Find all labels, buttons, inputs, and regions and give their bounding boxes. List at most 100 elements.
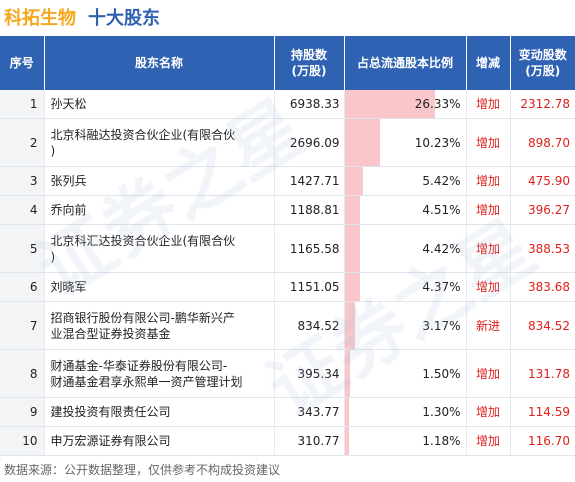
table-row: 4 乔向前 1188.81 4.51% 增加 396.27 (0, 195, 575, 225)
table-row: 2 北京科融达投资合伙企业(有限合伙 ) 2696.09 10.23% 增加 898.70 (0, 118, 575, 167)
row-index: 7 (0, 301, 45, 350)
row-index: 2 (0, 118, 45, 167)
page-subtitle: 十大股东 (88, 8, 160, 29)
change-type: 增加 (466, 397, 511, 427)
ratio-text: 1.18% (422, 434, 461, 448)
change-amount: 131.78 (510, 349, 575, 398)
holding-amount: 1151.05 (274, 272, 345, 302)
shareholder-name: 建投投资有限责任公司 (44, 397, 275, 427)
row-index: 4 (0, 195, 45, 225)
table-row: 6 刘晓军 1151.05 4.37% 增加 383.68 (0, 272, 575, 302)
change-type: 新进 (466, 301, 511, 350)
table-row: 7 招商银行股份有限公司-鹏华新兴产 业混合型证券投资基金 834.52 3.17% 新… (0, 301, 575, 350)
shareholder-name: 刘晓军 (44, 272, 275, 302)
row-index: 10 (0, 426, 45, 456)
ratio-text: 4.42% (422, 241, 461, 256)
ratio-text: 5.42% (422, 174, 461, 188)
ratio-bar (344, 119, 380, 166)
row-index: 3 (0, 166, 45, 196)
change-type: 增加 (466, 349, 511, 398)
shareholder-name: 北京科融达投资合伙企业(有限合伙 ) (44, 118, 275, 167)
ratio-text: 10.23% (414, 135, 461, 150)
row-index: 6 (0, 272, 45, 302)
change-amount: 475.90 (510, 166, 575, 196)
ratio-bar (344, 90, 436, 118)
row-index: 9 (0, 397, 45, 427)
col-change-header: 增减 (466, 36, 511, 90)
table-body: 1 孙天松 6938.33 26.33% 增加 2312.78 2 北京科融达投资合伙企业(有… (0, 90, 575, 456)
change-amount: 898.70 (510, 118, 575, 167)
company-name: 科拓生物 (4, 8, 76, 29)
ratio-bar (344, 273, 360, 301)
ratio-cell: 5.42% (344, 166, 467, 196)
row-index: 1 (0, 90, 45, 119)
ratio-bar (344, 167, 364, 195)
shareholder-name: 招商银行股份有限公司-鹏华新兴产 业混合型证券投资基金 (44, 301, 275, 350)
holding-amount: 834.52 (274, 301, 345, 350)
ratio-cell: 4.51% (344, 195, 467, 225)
shareholder-name: 北京科汇达投资合伙企业(有限合伙 ) (44, 224, 275, 273)
table-row: 9 建投投资有限责任公司 343.77 1.30% 增加 114.59 (0, 397, 575, 427)
shareholder-name: 孙天松 (44, 90, 275, 119)
ratio-cell: 1.30% (344, 397, 467, 427)
table-row: 1 孙天松 6938.33 26.33% 增加 2312.78 (0, 90, 575, 119)
row-index: 8 (0, 349, 45, 398)
col-index-header: 序号 (0, 36, 45, 90)
ratio-bar (344, 225, 360, 272)
ratio-cell: 26.33% (344, 90, 467, 119)
change-amount: 114.59 (510, 397, 575, 427)
ratio-cell: 10.23% (344, 118, 467, 167)
table-header-row: 序号 股东名称 持股数 (万股) 占总流通股本比例 增减 变动股数 (万股) (0, 36, 575, 90)
table-row: 3 张列兵 1427.71 5.42% 增加 475.90 (0, 166, 575, 196)
change-type: 增加 (466, 166, 511, 196)
change-type: 增加 (466, 272, 511, 302)
change-amount: 396.27 (510, 195, 575, 225)
ratio-cell: 1.50% (344, 349, 467, 398)
shareholder-name: 张列兵 (44, 166, 275, 196)
row-index: 5 (0, 224, 45, 273)
holding-amount: 343.77 (274, 397, 345, 427)
table-row: 5 北京科汇达投资合伙企业(有限合伙 ) 1165.58 4.42% 增加 388.53 (0, 224, 575, 273)
change-amount: 116.70 (510, 426, 575, 456)
ratio-cell: 4.37% (344, 272, 467, 302)
col-change-value-header: 变动股数 (万股) (510, 36, 575, 90)
data-source-note: 数据来源：公开数据整理，仅供参考不构成投资建议 (4, 463, 281, 477)
ratio-text: 4.37% (422, 280, 461, 294)
change-type: 增加 (466, 118, 511, 167)
ratio-text: 1.30% (422, 405, 461, 419)
ratio-bar (344, 302, 356, 349)
ratio-bar (344, 427, 349, 455)
change-amount: 834.52 (510, 301, 575, 350)
change-amount: 388.53 (510, 224, 575, 273)
ratio-cell: 3.17% (344, 301, 467, 350)
shareholder-name: 乔向前 (44, 195, 275, 225)
ratio-bar (344, 398, 349, 426)
ratio-text: 3.17% (422, 318, 461, 333)
holding-amount: 395.34 (274, 349, 345, 398)
ratio-bar (344, 350, 350, 397)
holding-amount: 1188.81 (274, 195, 345, 225)
holding-amount: 2696.09 (274, 118, 345, 167)
ratio-text: 26.33% (414, 97, 461, 111)
ratio-cell: 1.18% (344, 426, 467, 456)
ratio-bar (344, 196, 361, 224)
holding-amount: 310.77 (274, 426, 345, 456)
change-type: 增加 (466, 426, 511, 456)
table-row: 10 申万宏源证券有限公司 310.77 1.18% 增加 116.70 (0, 426, 575, 456)
change-amount: 2312.78 (510, 90, 575, 119)
shareholder-table: 序号 股东名称 持股数 (万股) 占总流通股本比例 增减 变动股数 (万股) 1 孙天松 69… (0, 36, 575, 456)
shareholder-name: 申万宏源证券有限公司 (44, 426, 275, 456)
col-name-header: 股东名称 (44, 36, 275, 90)
ratio-cell: 4.42% (344, 224, 467, 273)
ratio-text: 1.50% (422, 366, 461, 381)
change-amount: 383.68 (510, 272, 575, 302)
change-type: 增加 (466, 90, 511, 119)
ratio-text: 4.51% (422, 203, 461, 217)
change-type: 增加 (466, 195, 511, 225)
change-type: 增加 (466, 224, 511, 273)
col-holding-header: 持股数 (万股) (274, 36, 345, 90)
page-header: 科拓生物 十大股东 (4, 3, 160, 31)
holding-amount: 1427.71 (274, 166, 345, 196)
holding-amount: 6938.33 (274, 90, 345, 119)
col-ratio-header: 占总流通股本比例 (344, 36, 467, 90)
